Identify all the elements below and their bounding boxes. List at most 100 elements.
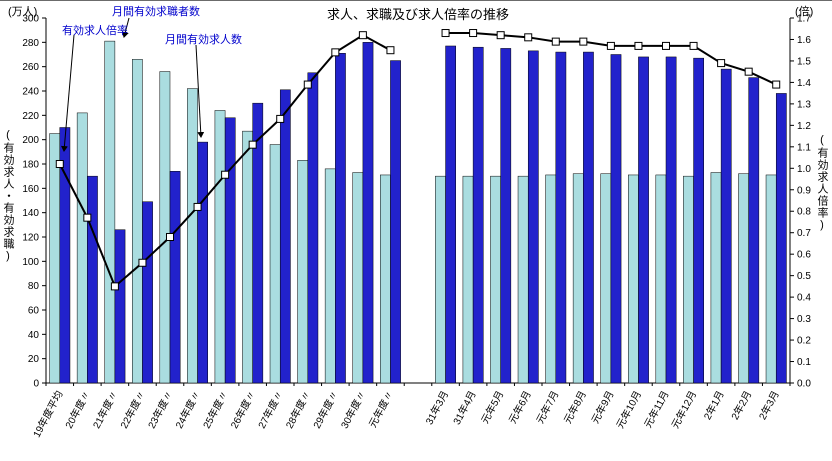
category-label: 20年度〃 bbox=[62, 388, 93, 430]
bar-offers bbox=[252, 102, 264, 384]
legend-offers-label: 月間有効求人数 bbox=[165, 34, 242, 46]
bar-seekers bbox=[655, 174, 667, 384]
rate-marker bbox=[358, 31, 367, 40]
category-label: 元年12月 bbox=[668, 388, 699, 430]
right-unit-label: (倍) bbox=[795, 6, 814, 18]
bar-seekers bbox=[131, 59, 143, 384]
rate-marker bbox=[110, 282, 119, 291]
right-tick-label: 0.0 bbox=[797, 379, 811, 390]
bar-offers bbox=[87, 175, 98, 384]
category-label: 元年10月 bbox=[613, 388, 644, 430]
bar-offers bbox=[775, 93, 787, 384]
category-label: 25年度〃 bbox=[200, 388, 231, 430]
bar-seekers bbox=[765, 174, 777, 384]
left-tick-label: 260 bbox=[22, 62, 39, 73]
right-tick-label: 1.7 bbox=[797, 14, 811, 25]
left-axis-title: (有効求人・有効求職) bbox=[2, 129, 14, 263]
rate-marker bbox=[83, 213, 92, 222]
right-tick-label: 0.1 bbox=[797, 357, 811, 368]
bar-seekers bbox=[738, 173, 749, 384]
bar-offers bbox=[500, 48, 512, 384]
category-label: 元年7月 bbox=[533, 388, 561, 426]
right-tick-label: 1.3 bbox=[797, 99, 811, 110]
rate-marker bbox=[689, 41, 698, 50]
right-tick-label: 1.2 bbox=[797, 121, 811, 132]
rate-marker bbox=[55, 160, 64, 168]
left-tick-label: 180 bbox=[22, 160, 39, 171]
bar-seekers bbox=[545, 174, 557, 384]
annotation-arrow-offers bbox=[195, 44, 205, 138]
category-label: 22年度〃 bbox=[117, 388, 148, 430]
bar-seekers bbox=[490, 175, 501, 384]
rate-marker bbox=[441, 29, 450, 38]
annotation-arrow-seekers bbox=[121, 17, 130, 38]
rate-marker bbox=[496, 31, 505, 40]
bar-seekers bbox=[297, 160, 309, 384]
category-label: 31年3月 bbox=[423, 388, 452, 426]
right-tick-label: 1.5 bbox=[797, 56, 811, 67]
rate-marker bbox=[166, 233, 174, 241]
right-tick-label: 0.8 bbox=[797, 207, 811, 218]
right-tick-label: 1.4 bbox=[797, 78, 811, 89]
bar-offers bbox=[610, 54, 622, 384]
bar-seekers bbox=[214, 110, 226, 384]
rate-marker bbox=[579, 37, 588, 46]
bar-seekers bbox=[600, 173, 612, 384]
bar-offers bbox=[693, 57, 705, 384]
rate-marker bbox=[551, 37, 560, 46]
bar-offers bbox=[472, 46, 484, 384]
bar-offers bbox=[583, 51, 594, 384]
rate-marker bbox=[606, 41, 615, 50]
rate-marker bbox=[744, 67, 753, 76]
category-label: 2年2月 bbox=[728, 388, 754, 422]
chart-title: 求人、求職及び求人倍率の推移 bbox=[326, 7, 509, 22]
bar-seekers bbox=[159, 71, 171, 384]
bar-seekers bbox=[324, 168, 336, 384]
left-tick-label: 240 bbox=[22, 87, 39, 98]
rate-marker bbox=[469, 29, 478, 38]
rate-marker bbox=[193, 202, 202, 211]
left-tick-label: 80 bbox=[28, 281, 40, 292]
right-tick-label: 0.2 bbox=[797, 336, 811, 347]
bar-offers bbox=[445, 45, 457, 384]
rate-marker bbox=[662, 41, 670, 50]
rate-marker bbox=[331, 48, 340, 57]
left-tick-label: 120 bbox=[22, 233, 39, 244]
bar-offers bbox=[279, 89, 291, 384]
category-label: 26年度〃 bbox=[228, 388, 259, 430]
left-tick-label: 160 bbox=[22, 184, 39, 195]
category-label: 21年度〃 bbox=[90, 388, 121, 430]
rate-marker bbox=[524, 33, 533, 42]
rate-marker bbox=[303, 80, 312, 89]
bar-offers bbox=[142, 201, 153, 384]
bar-offers bbox=[224, 117, 236, 384]
bar-seekers bbox=[352, 172, 364, 384]
rate-marker bbox=[717, 59, 726, 68]
left-tick-label: 140 bbox=[22, 208, 39, 219]
right-tick-label: 0.6 bbox=[797, 250, 811, 261]
legend-seekers-label: 月間有効求職者数 bbox=[112, 6, 200, 18]
category-label: 29年度〃 bbox=[310, 388, 341, 430]
bar-offers bbox=[335, 53, 346, 384]
bar-seekers bbox=[242, 130, 253, 384]
rate-marker bbox=[138, 258, 147, 267]
category-label: 24年度〃 bbox=[172, 388, 203, 430]
category-label: 元年度〃 bbox=[366, 388, 396, 429]
category-label: 元年8月 bbox=[561, 388, 589, 426]
left-tick-label: 220 bbox=[22, 111, 39, 122]
bar-seekers bbox=[269, 144, 281, 384]
category-label: 元年5月 bbox=[478, 388, 506, 426]
bar-seekers bbox=[710, 172, 722, 384]
bar-offers bbox=[197, 141, 209, 384]
bar-seekers bbox=[462, 175, 474, 384]
bar-seekers bbox=[187, 88, 198, 384]
bar-seekers bbox=[572, 173, 584, 384]
bar-seekers bbox=[627, 174, 639, 384]
rate-marker bbox=[221, 170, 230, 179]
annotation-arrow-rate bbox=[60, 34, 75, 152]
category-label: 31年4月 bbox=[450, 388, 479, 426]
category-label: 2年3月 bbox=[756, 388, 782, 422]
legend-rate-label: 有効求人倍率 bbox=[62, 25, 128, 37]
right-axis-title: (有効求人倍率) bbox=[816, 134, 828, 232]
